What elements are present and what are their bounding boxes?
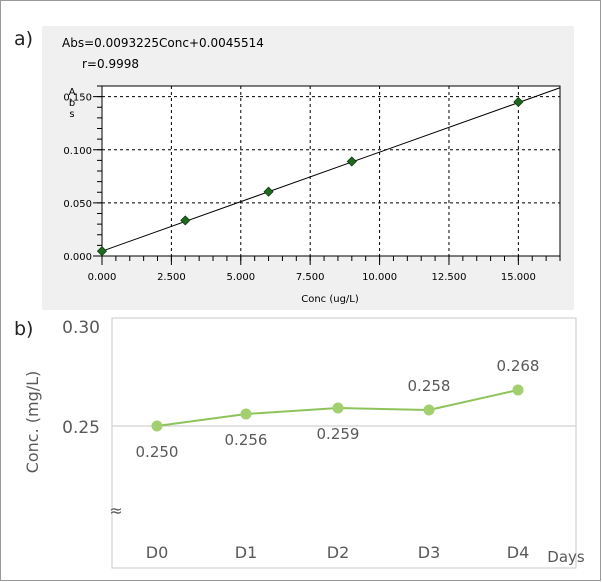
y-tick-label: 0.25 [62, 418, 100, 438]
panel-b-label: b) [14, 318, 34, 340]
plot-border [111, 317, 577, 569]
y-axis-title: Conc. (mg/L) [23, 371, 42, 474]
x-category-label: D3 [418, 543, 441, 562]
data-point [151, 420, 163, 432]
data-point [263, 186, 274, 197]
x-category-label: D4 [507, 543, 530, 562]
panel-a-label: a) [14, 28, 34, 50]
x-tick-label: 7.500 [296, 272, 325, 283]
data-label: 0.256 [225, 431, 268, 449]
y-tick-label: 0.000 [63, 252, 92, 263]
regression-equation: Abs=0.0093225Conc+0.0045514 [62, 36, 264, 50]
data-point [332, 402, 344, 414]
y-axis-label-letter: s [69, 109, 74, 120]
x-tick-label: 5.000 [226, 272, 255, 283]
data-point [513, 96, 524, 108]
data-label: 0.258 [408, 377, 451, 395]
x-axis-label: Conc (ug/L) [301, 294, 359, 305]
y-tick-label: 0.050 [63, 199, 92, 210]
y-tick-label: 0.150 [63, 93, 92, 104]
x-tick-label: 0.000 [88, 272, 117, 283]
x-category-label: D1 [235, 543, 258, 562]
data-point [512, 384, 524, 396]
y-tick-label: 0.30 [62, 318, 100, 338]
axis-break-symbol: ≈ [109, 501, 122, 520]
x-category-label: D0 [146, 543, 169, 562]
data-label: 0.259 [317, 425, 360, 443]
x-tick-label: 15.000 [501, 272, 536, 283]
data-point [346, 156, 357, 167]
data-label: 0.250 [136, 443, 179, 461]
x-tick-label: 12.500 [431, 272, 466, 283]
fit-line [101, 87, 561, 252]
data-point [423, 404, 435, 416]
y-tick-label: 0.100 [63, 146, 92, 157]
x-category-label: D2 [327, 543, 350, 562]
y-axis-label-letter: A [69, 87, 76, 98]
data-point [240, 408, 252, 420]
data-point [180, 215, 191, 226]
data-label: 0.268 [497, 357, 540, 375]
y-axis-label-letter: b [69, 98, 75, 109]
correlation-coefficient: r=0.9998 [82, 57, 139, 71]
data-point [96, 246, 108, 257]
x-tick-label: 10.000 [362, 272, 397, 283]
x-axis-title: Days [547, 548, 585, 566]
plot-area [102, 86, 560, 256]
x-tick-label: 2.500 [157, 272, 186, 283]
